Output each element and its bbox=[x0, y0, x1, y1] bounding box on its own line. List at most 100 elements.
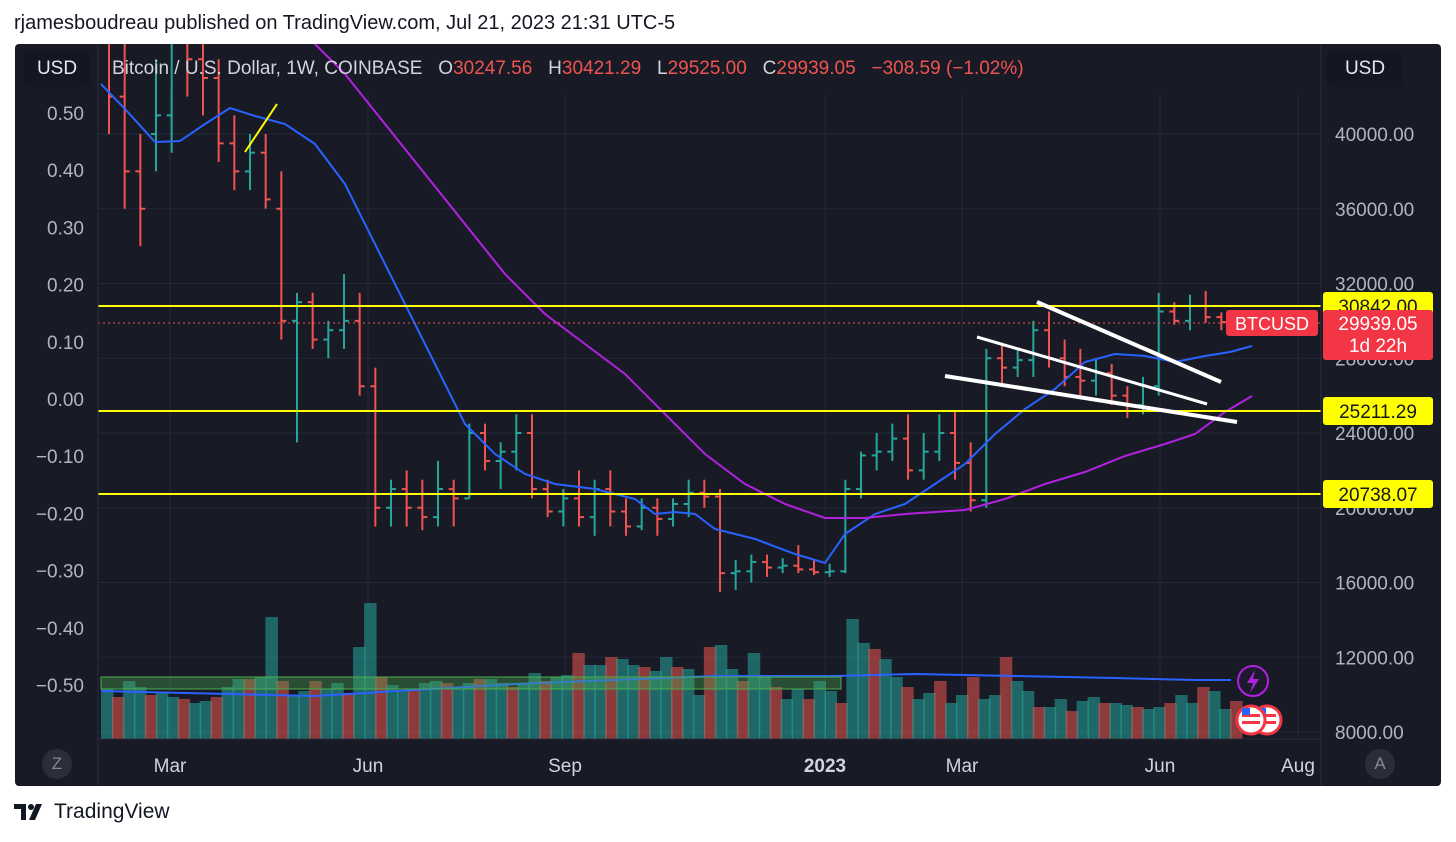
volume-bar bbox=[791, 689, 805, 739]
left-axis-tick: 0.40 bbox=[47, 161, 84, 182]
close-value: 29939.05 bbox=[776, 58, 856, 79]
volume-bar bbox=[616, 659, 629, 739]
left-axis-tick: −0.10 bbox=[36, 447, 84, 468]
volume-bar bbox=[517, 683, 531, 739]
volume-bar bbox=[440, 683, 454, 739]
high-value: 30421.29 bbox=[561, 58, 642, 79]
volume-bar bbox=[320, 689, 333, 739]
volume-bar bbox=[977, 699, 991, 739]
us-flag-stripe bbox=[1242, 714, 1260, 717]
wedge-upper-line bbox=[1036, 300, 1222, 384]
tradingview-logo-icon bbox=[14, 804, 42, 820]
volume-bar bbox=[101, 689, 114, 739]
left-axis-tick: 0.20 bbox=[47, 276, 84, 297]
chart-canvas[interactable]: 40000.0036000.0032000.0028000.0024000.00… bbox=[15, 44, 1441, 786]
right-axis-tick: 32000.00 bbox=[1335, 275, 1414, 296]
left-axis-tick: −0.40 bbox=[36, 619, 84, 640]
volume-bar bbox=[144, 695, 158, 739]
publisher-header: rjamesboudreau published on TradingView.… bbox=[14, 12, 676, 34]
right-axis-tick: 12000.00 bbox=[1335, 648, 1414, 669]
volume-bar bbox=[407, 689, 421, 739]
volume-bar bbox=[1087, 697, 1101, 739]
volume-bar bbox=[890, 677, 903, 739]
volume-bar bbox=[451, 689, 465, 739]
volume-bar bbox=[561, 675, 574, 739]
volume-bar bbox=[988, 695, 1002, 739]
level-line-2-label-bg bbox=[1323, 397, 1433, 425]
right-axis-tick: 24000.00 bbox=[1335, 424, 1414, 445]
volume-bar bbox=[298, 691, 311, 739]
current-price-label: 29939.05 bbox=[1338, 314, 1417, 335]
footer-brand-name: TradingView bbox=[54, 800, 170, 823]
volume-bar bbox=[594, 665, 607, 739]
volume-bar bbox=[265, 617, 278, 739]
currency-button-right[interactable]: USD bbox=[1327, 51, 1403, 87]
lightning-icon-glyph bbox=[1247, 670, 1259, 693]
wedge-mid-line bbox=[976, 335, 1208, 406]
volume-bar bbox=[418, 683, 432, 739]
symbol-tag: BTCUSD bbox=[1235, 314, 1309, 334]
volume-bar bbox=[649, 671, 662, 739]
volume-average-line bbox=[100, 672, 1231, 698]
auto-scale-button[interactable]: A bbox=[1365, 749, 1395, 779]
volume-bar bbox=[1032, 707, 1046, 739]
volume-bar bbox=[802, 699, 816, 739]
left-axis-tick: −0.20 bbox=[36, 504, 84, 525]
volume-bar bbox=[188, 703, 202, 739]
current-price-label-bg bbox=[1323, 310, 1433, 360]
volume-bar bbox=[747, 653, 761, 739]
volume-bar bbox=[342, 693, 355, 739]
volume-bar bbox=[1098, 703, 1111, 739]
volume-bar bbox=[462, 683, 476, 739]
volume-bar bbox=[945, 703, 958, 739]
volume-bar bbox=[846, 619, 859, 739]
volume-bar bbox=[539, 681, 552, 739]
volume-bar bbox=[1164, 703, 1177, 739]
us-flag-canton bbox=[1242, 708, 1250, 715]
change-value: −308.59 (−1.02%) bbox=[871, 58, 1024, 79]
volume-bar bbox=[681, 669, 695, 739]
volume-bar bbox=[1021, 691, 1035, 739]
volume-bar bbox=[901, 687, 914, 739]
volume-bar bbox=[780, 699, 794, 739]
volume-bar bbox=[1054, 699, 1068, 739]
level-line-3-label: 20738.07 bbox=[1338, 485, 1417, 506]
left-axis-tick: 0.00 bbox=[47, 390, 84, 411]
volume-bar bbox=[386, 685, 399, 739]
us-flag-stripe bbox=[1258, 721, 1276, 724]
zoom-circle-button[interactable]: Z bbox=[42, 749, 72, 779]
volume-bar bbox=[495, 683, 509, 739]
moving-average-fast bbox=[100, 83, 1253, 565]
volume-bar bbox=[111, 697, 125, 739]
volume-bar bbox=[1208, 691, 1221, 739]
volume-bar bbox=[133, 687, 147, 739]
volume-bar bbox=[166, 697, 180, 739]
left-axis-tick: −0.50 bbox=[36, 676, 84, 697]
volume-bar bbox=[199, 701, 213, 739]
volume-bar bbox=[1153, 707, 1166, 739]
volume-bar bbox=[857, 643, 870, 739]
volume-bar bbox=[714, 645, 728, 739]
left-axis-tick: 0.50 bbox=[47, 104, 84, 125]
volume-bar bbox=[254, 677, 267, 739]
volume-bar bbox=[331, 683, 344, 739]
us-flag-stripe bbox=[1242, 721, 1260, 724]
volume-bar bbox=[287, 695, 300, 739]
volume-bar bbox=[210, 697, 224, 739]
volume-bar bbox=[309, 681, 322, 739]
currency-button-left[interactable]: USD bbox=[24, 51, 90, 87]
volume-bar bbox=[364, 603, 377, 739]
volume-bar bbox=[824, 691, 837, 739]
volume-bar bbox=[769, 687, 783, 739]
volume-bar bbox=[429, 681, 443, 739]
right-axis-tick: 36000.00 bbox=[1335, 200, 1414, 221]
moving-average-slow bbox=[313, 44, 1253, 519]
volume-bar bbox=[725, 669, 739, 739]
currency-right-label: USD bbox=[1344, 58, 1386, 79]
volume-bar bbox=[550, 677, 563, 739]
chart-panel[interactable]: 40000.0036000.0032000.0028000.0024000.00… bbox=[15, 44, 1441, 786]
time-axis-tick: Mar bbox=[946, 756, 979, 777]
volume-bar bbox=[1065, 711, 1079, 739]
volume-bar bbox=[956, 695, 969, 739]
volume-bar bbox=[1120, 705, 1133, 739]
